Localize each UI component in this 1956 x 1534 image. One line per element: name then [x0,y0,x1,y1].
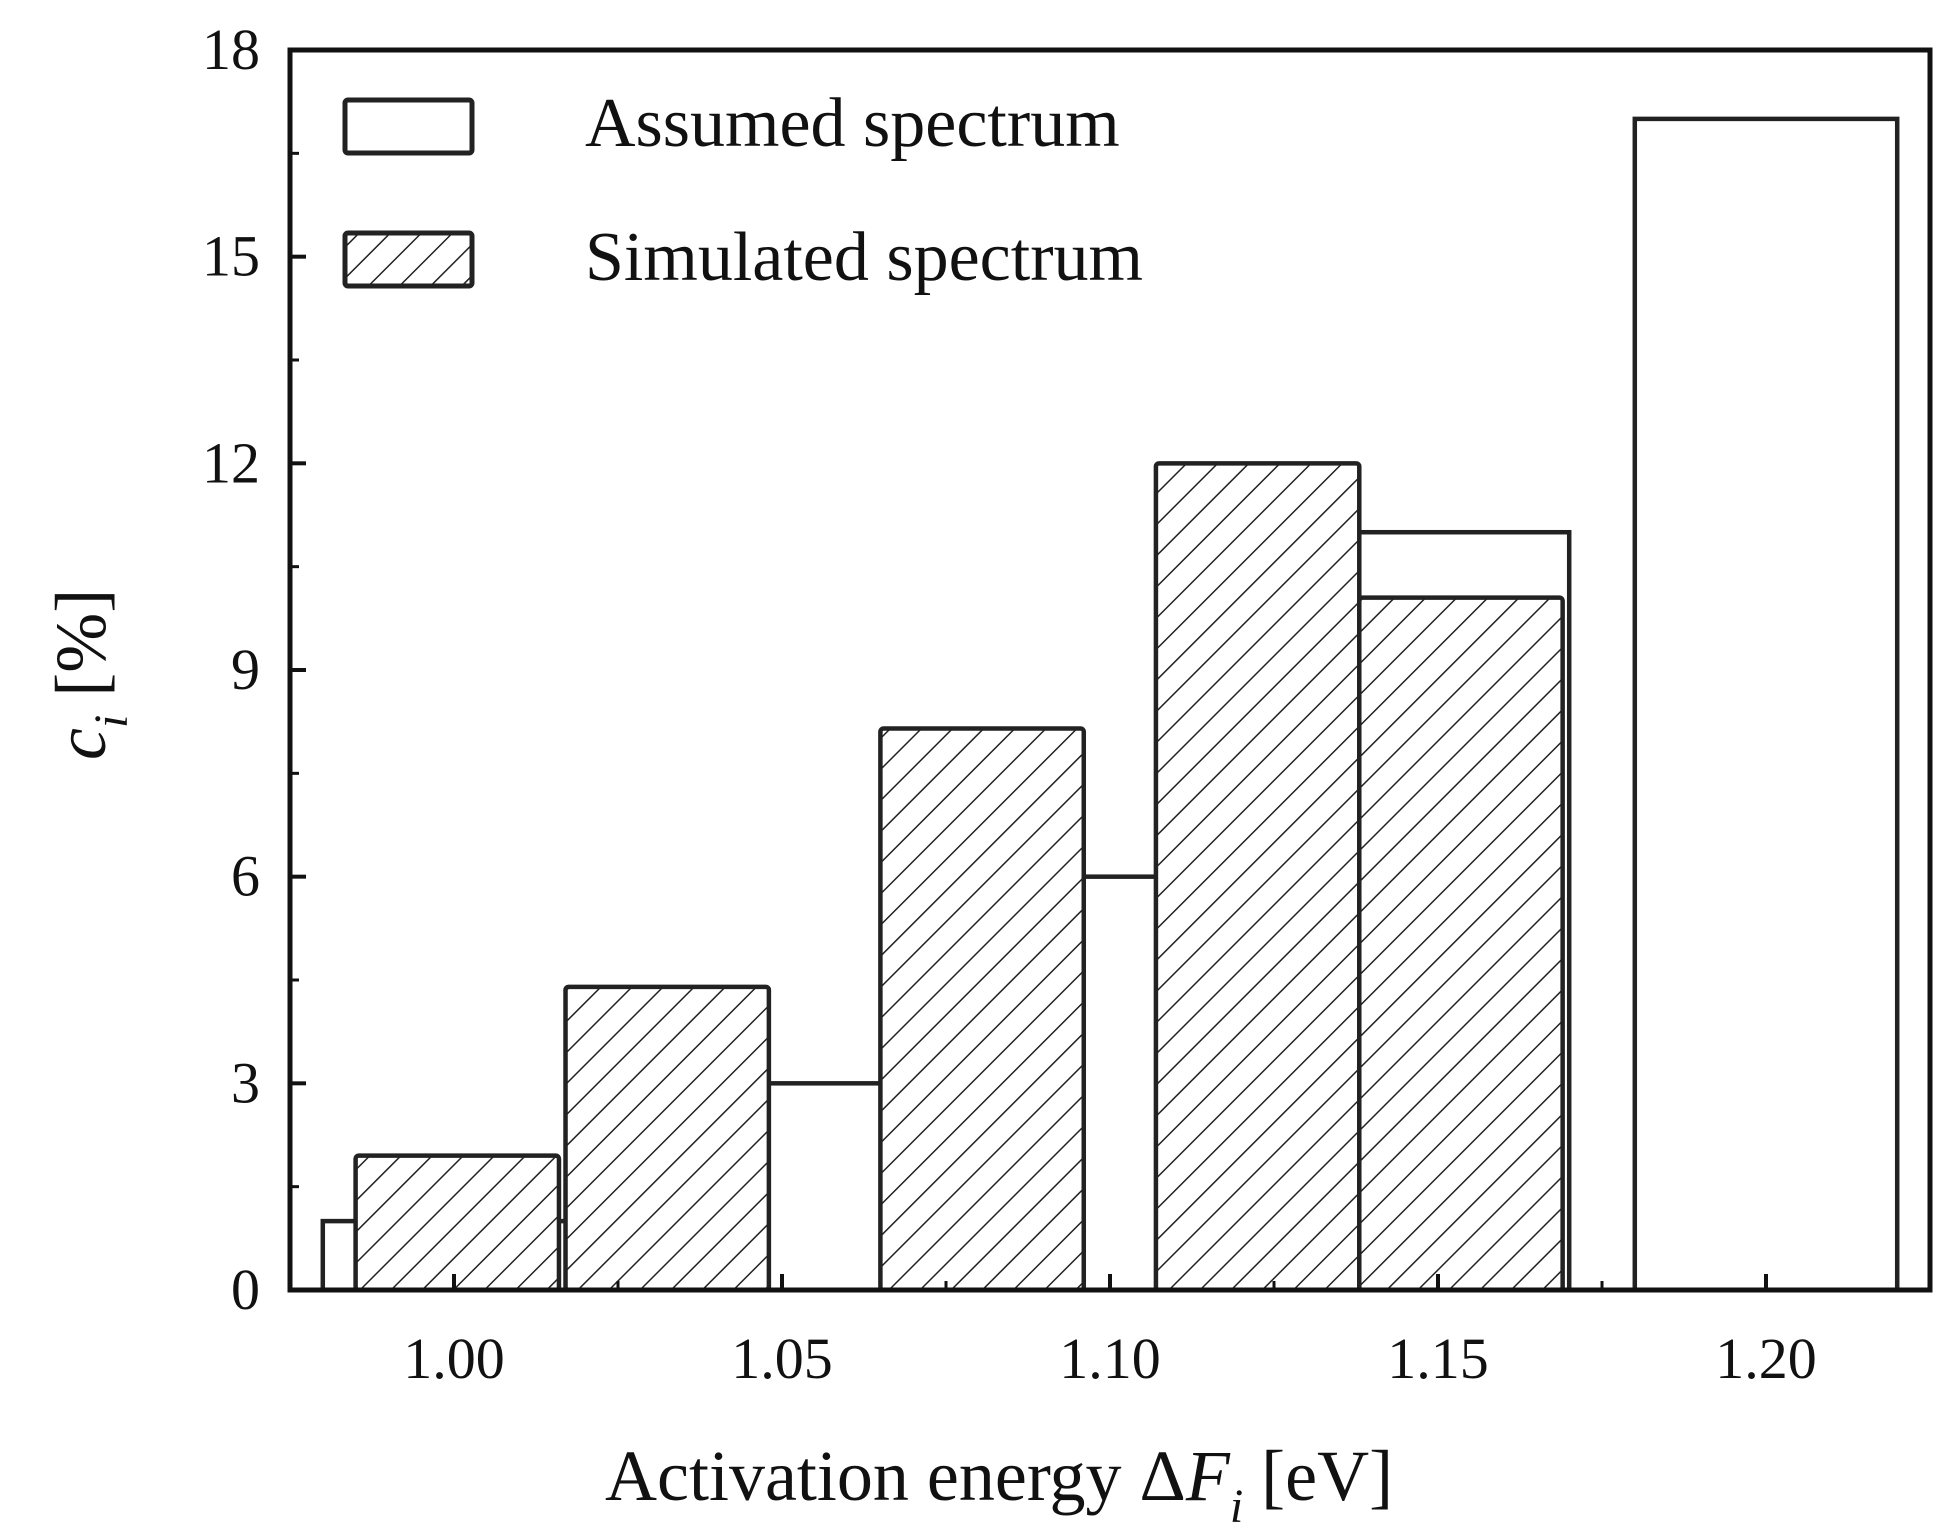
x-axis-title-text: Activation energy Δ [605,1436,1186,1516]
simulated-spectrum-bars [353,461,1565,1293]
legend-swatch-simulated [342,230,475,289]
x-tick-label-5: 1.20 [1715,1326,1817,1391]
y-tick-label-2: 3 [231,1050,260,1115]
y-tick-label-7: 18 [202,17,260,82]
x-axis-ticks: 1.00 1.05 1.10 1.15 1.20 [403,1274,1817,1391]
legend: Assumed spectrum Simulated spectrum [342,85,1143,296]
x-axis-title-symbol: F [1185,1436,1231,1516]
x-tick-label-2: 1.05 [731,1326,833,1391]
y-tick-label-4: 9 [231,637,260,702]
x-tick-label-3: 1.10 [1059,1326,1161,1391]
x-tick-label-1: 1.00 [403,1326,505,1391]
y-axis-title-unit: [%] [41,589,121,715]
simulated-bar-2 [563,984,772,1293]
y-axis-title-subscript: i [85,715,138,728]
x-axis-title-unit: [eV] [1243,1436,1393,1516]
simulated-bar-3 [878,726,1087,1293]
assumed-bar-5 [1632,116,1900,1293]
y-axis-title-symbol: c [41,728,121,760]
y-tick-label-5: 12 [202,430,260,495]
legend-swatch-assumed [342,97,475,156]
x-axis-title-subscript: i [1230,1480,1243,1533]
simulated-bar-4 [1153,461,1362,1293]
simulated-bar-1 [353,1153,562,1293]
y-tick-label-1: 0 [231,1257,260,1322]
y-axis-title: ci [%] [41,589,138,760]
simulated-bar-5 [1357,595,1565,1293]
y-tick-label-6: 15 [202,224,260,289]
y-tick-label-3: 6 [231,844,260,909]
legend-label-assumed: Assumed spectrum [585,85,1120,162]
x-axis-title: Activation energy ΔFi [eV] [605,1436,1393,1533]
y-axis-ticks: 0 3 6 9 12 15 18 [202,17,306,1322]
legend-label-simulated: Simulated spectrum [585,219,1143,296]
x-tick-label-4: 1.15 [1387,1326,1489,1391]
